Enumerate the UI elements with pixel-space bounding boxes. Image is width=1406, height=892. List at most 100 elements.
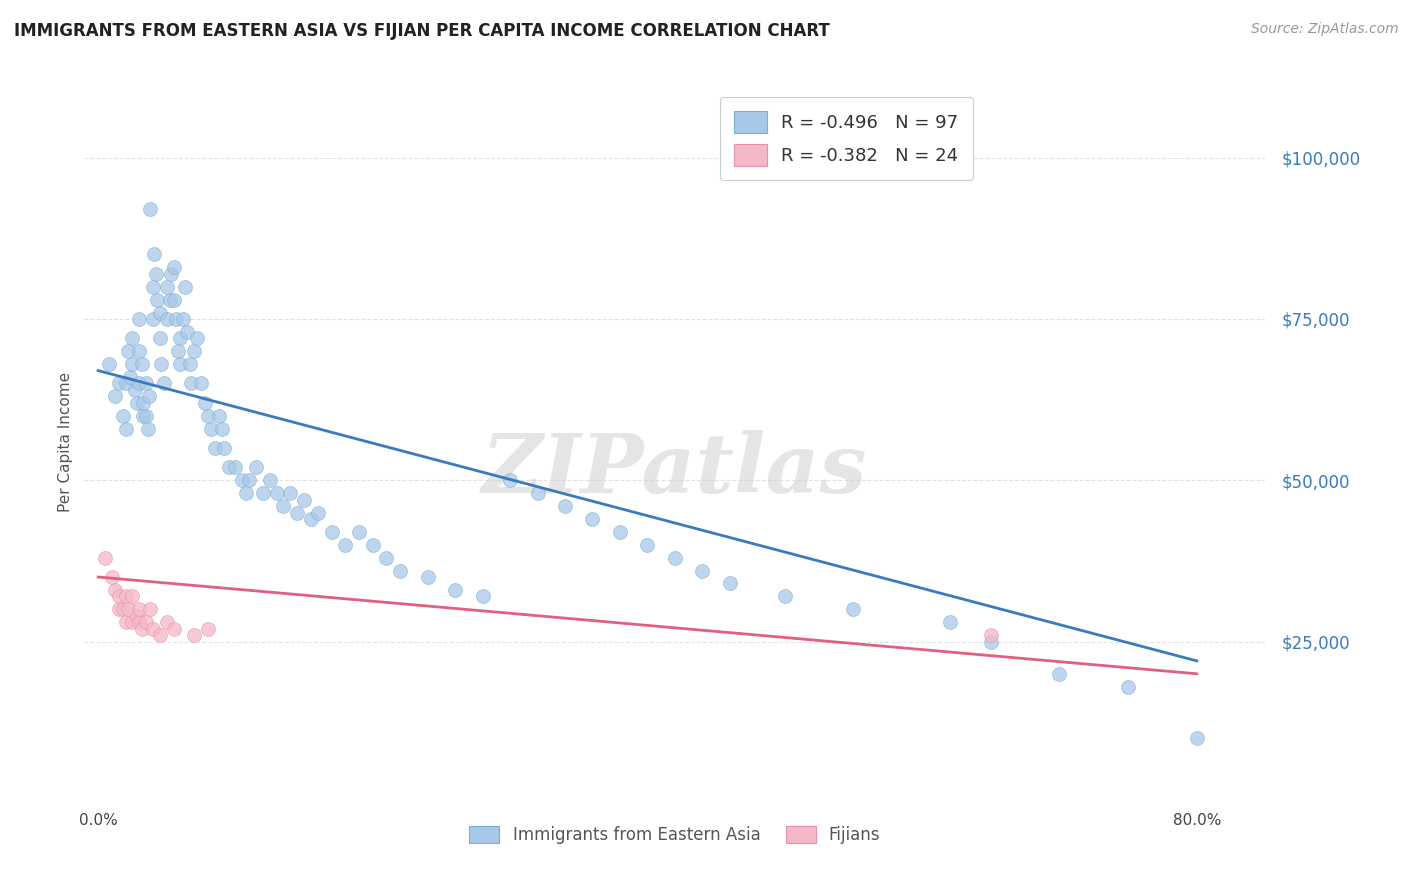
- Point: [131, 622, 153, 636]
- Point: [128, 376, 150, 391]
- Point: [128, 344, 150, 359]
- Point: [361, 538, 384, 552]
- Legend: Immigrants from Eastern Asia, Fijians: Immigrants from Eastern Asia, Fijians: [461, 817, 889, 852]
- Point: [224, 460, 246, 475]
- Point: [142, 312, 165, 326]
- Point: [235, 486, 257, 500]
- Point: [114, 590, 136, 604]
- Point: [160, 267, 183, 281]
- Point: [1116, 680, 1139, 694]
- Point: [103, 582, 125, 597]
- Point: [169, 357, 191, 371]
- Point: [125, 608, 148, 623]
- Point: [375, 550, 398, 565]
- Point: [111, 602, 134, 616]
- Point: [128, 602, 150, 616]
- Point: [103, 389, 125, 403]
- Point: [153, 376, 176, 391]
- Point: [107, 590, 129, 604]
- Point: [285, 506, 308, 520]
- Point: [1185, 731, 1208, 746]
- Point: [111, 409, 134, 423]
- Point: [231, 473, 253, 487]
- Point: [307, 506, 329, 520]
- Point: [128, 312, 150, 326]
- Point: [194, 396, 217, 410]
- Point: [183, 628, 205, 642]
- Point: [1047, 666, 1070, 681]
- Point: [938, 615, 960, 630]
- Point: [149, 628, 172, 642]
- Point: [609, 524, 631, 539]
- Point: [259, 473, 281, 487]
- Point: [299, 512, 322, 526]
- Point: [131, 357, 153, 371]
- Point: [132, 396, 155, 410]
- Point: [121, 615, 143, 630]
- Text: IMMIGRANTS FROM EASTERN ASIA VS FIJIAN PER CAPITA INCOME CORRELATION CHART: IMMIGRANTS FROM EASTERN ASIA VS FIJIAN P…: [14, 22, 830, 40]
- Point: [718, 576, 741, 591]
- Point: [124, 383, 146, 397]
- Point: [149, 331, 172, 345]
- Point: [118, 370, 141, 384]
- Point: [149, 305, 172, 319]
- Point: [214, 441, 236, 455]
- Point: [143, 247, 166, 261]
- Point: [142, 622, 165, 636]
- Point: [526, 486, 548, 500]
- Point: [139, 602, 162, 616]
- Point: [135, 409, 157, 423]
- Point: [444, 582, 467, 597]
- Point: [107, 602, 129, 616]
- Point: [150, 357, 173, 371]
- Point: [581, 512, 603, 526]
- Point: [252, 486, 274, 500]
- Point: [172, 312, 194, 326]
- Point: [347, 524, 370, 539]
- Y-axis label: Per Capita Income: Per Capita Income: [58, 371, 73, 512]
- Point: [128, 615, 150, 630]
- Point: [165, 312, 187, 326]
- Point: [980, 634, 1002, 648]
- Point: [117, 344, 139, 359]
- Point: [146, 293, 169, 307]
- Point: [156, 279, 179, 293]
- Point: [132, 409, 155, 423]
- Point: [114, 615, 136, 630]
- Point: [179, 357, 201, 371]
- Point: [101, 570, 124, 584]
- Point: [190, 376, 212, 391]
- Point: [197, 409, 219, 423]
- Point: [664, 550, 686, 565]
- Point: [554, 499, 576, 513]
- Point: [117, 602, 139, 616]
- Point: [773, 590, 796, 604]
- Point: [145, 267, 167, 281]
- Point: [204, 441, 226, 455]
- Point: [125, 396, 148, 410]
- Point: [139, 202, 162, 217]
- Point: [471, 590, 494, 604]
- Point: [238, 473, 260, 487]
- Point: [156, 312, 179, 326]
- Point: [142, 279, 165, 293]
- Point: [98, 357, 121, 371]
- Point: [197, 622, 219, 636]
- Point: [389, 564, 412, 578]
- Point: [273, 499, 295, 513]
- Point: [335, 538, 357, 552]
- Point: [211, 422, 233, 436]
- Point: [280, 486, 302, 500]
- Point: [176, 325, 198, 339]
- Point: [636, 538, 658, 552]
- Point: [107, 376, 129, 391]
- Point: [180, 376, 202, 391]
- Point: [692, 564, 714, 578]
- Text: ZIPatlas: ZIPatlas: [482, 431, 868, 510]
- Point: [499, 473, 522, 487]
- Point: [121, 590, 143, 604]
- Point: [121, 357, 143, 371]
- Point: [114, 422, 136, 436]
- Point: [162, 622, 184, 636]
- Point: [159, 293, 181, 307]
